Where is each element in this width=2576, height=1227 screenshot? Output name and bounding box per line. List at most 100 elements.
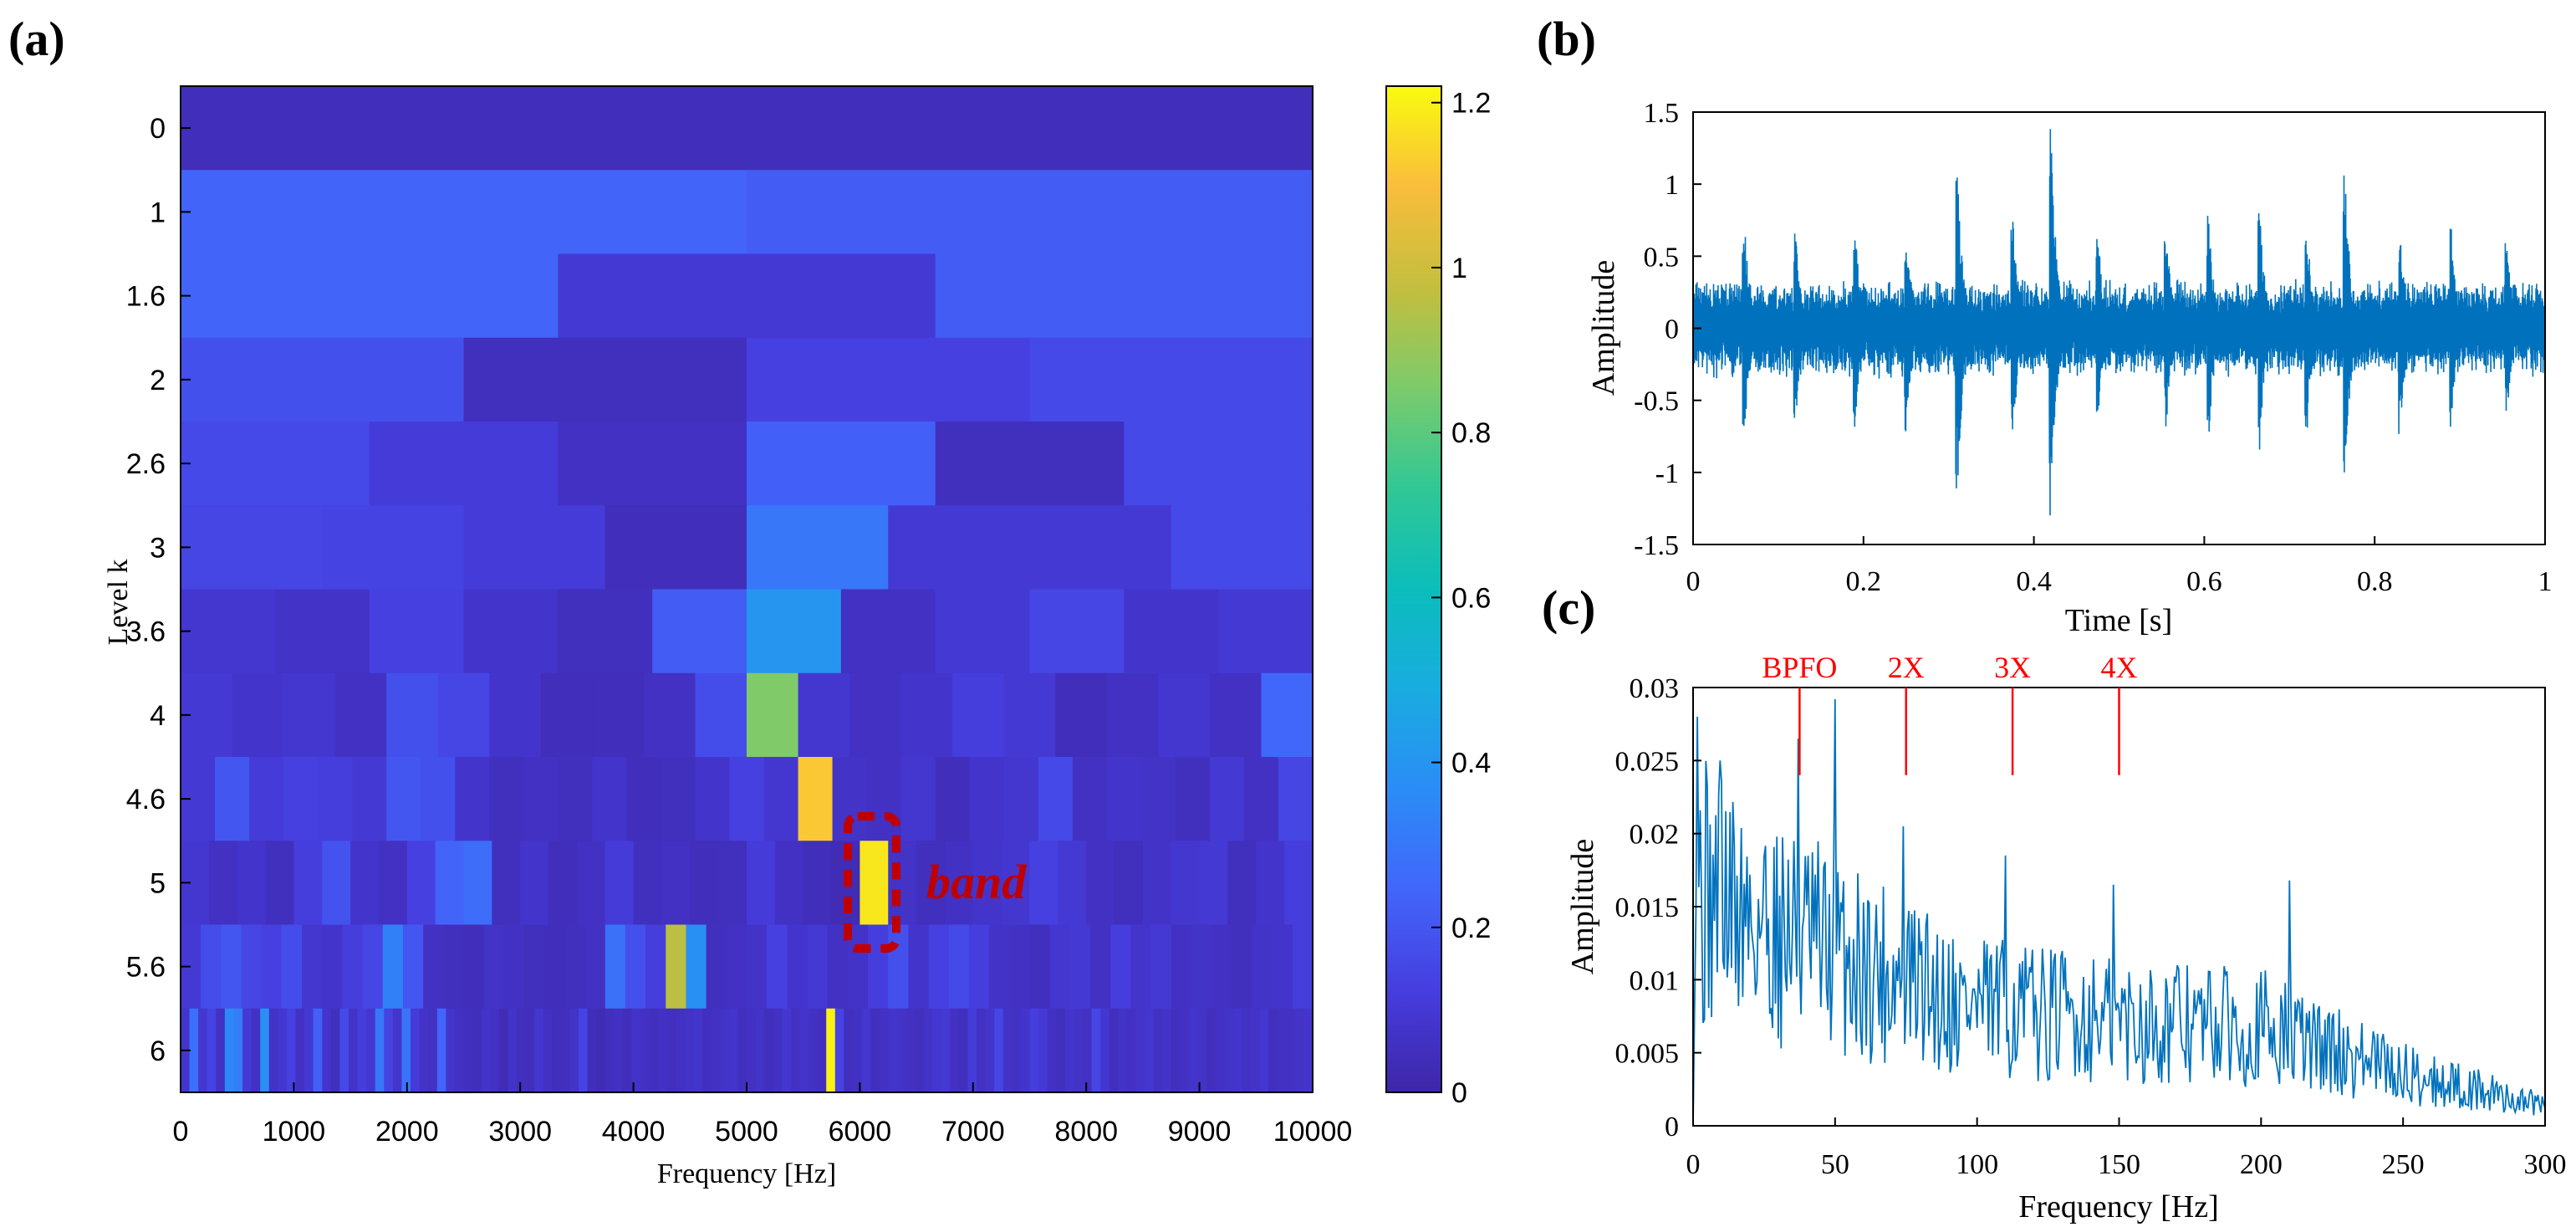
heatmap-cell [773,1008,783,1093]
heatmap-cell [201,924,222,1010]
heatmap-x-tick-label: 1000 [263,1116,326,1148]
heatmap-cell [684,1008,695,1093]
heatmap-cell [283,757,319,841]
heatmap-cell [790,1008,801,1093]
heatmap-cell [661,757,696,841]
heatmap-cell [729,757,765,841]
heatmap-cell [503,924,525,1010]
heatmap-cell [935,589,1031,674]
time-y-label: Amplitude [1586,260,1621,396]
spectrum-x-tick-label: 0 [1686,1149,1701,1180]
heatmap-cell [552,1008,562,1093]
heatmap-cell [1069,924,1091,1010]
heatmap-cell [224,1008,235,1093]
heatmap-cell [189,1008,199,1093]
heatmap-cell [587,1008,597,1093]
spectrum-x-tick-label: 250 [2382,1149,2425,1180]
heatmap-cell [868,924,889,1010]
heatmap-cell [640,1008,650,1093]
heatmap-cell [1252,924,1273,1010]
heatmap-cell [1064,1008,1074,1093]
heatmap-cell [967,1008,977,1093]
heatmap-cell [764,1008,774,1093]
heatmap-cells [181,86,1314,1093]
heatmap-cell [935,422,1125,506]
heatmap-cell [268,1008,278,1093]
heatmap-cell [755,1008,765,1093]
heatmap-y-tick-label: 2.6 [126,448,166,480]
colorbar-tick-label: 1 [1451,253,1467,284]
heatmap-x-tick-label: 0 [173,1116,189,1148]
heatmap-cell [693,1008,703,1093]
heatmap-cell [1209,672,1262,758]
heatmap-cell [1082,1008,1093,1093]
heatmap-cell [1206,1008,1217,1093]
heatmap-cell [524,924,545,1010]
heatmap-cell [604,841,635,926]
heatmap-x-ticks: 0 1000 2000 3000 4000 5000 6000 7000 8000 9000 100… [173,1082,1352,1148]
heatmap-cell [702,1008,712,1093]
heatmap-cell [1003,672,1056,758]
heatmap-cell [840,589,936,674]
heatmap-cell [249,757,284,841]
heatmap-cell [935,757,971,841]
heatmap-cell [870,1008,880,1093]
heatmap-cell [923,1008,933,1093]
heatmap-cell [386,757,421,841]
heatmap-cell [787,924,809,1010]
heatmap-cell [860,841,889,926]
heatmap-cell [508,1008,518,1093]
heatmap-cell [985,1008,995,1093]
heatmap-cell [181,505,323,590]
heatmap-cell [834,1008,844,1093]
heatmap-cell [1277,1008,1287,1093]
heatmap-cell [888,841,917,926]
spectrum-y-tick-label: 0.02 [1630,820,1680,851]
time-x-tick-label: 0.6 [2186,566,2222,597]
heatmap-cell [958,1008,969,1093]
fault-marker-label: 3X [1994,651,2031,684]
heatmap-cell [747,841,776,926]
heatmap-cell [401,1008,411,1093]
time-y-tick-label: 0 [1665,314,1679,345]
spectrum-x-tick-label: 100 [1956,1149,1998,1180]
heatmap-cell [844,1008,854,1093]
heatmap-cell [941,1008,951,1093]
time-y-tick-label: -1.5 [1634,530,1679,561]
heatmap-cell [1012,1008,1022,1093]
heatmap-cell [1227,841,1257,926]
colorbar: 0 0.2 0.4 0.6 0.8 1 1.2 [1385,85,1491,1109]
time-x-tick-label: 0 [1686,566,1701,597]
heatmap-cell [1056,1008,1066,1093]
heatmap-cell [1153,1008,1163,1093]
spectrum-x-ticks: 0 50 100 150 200 250 300 [1686,1117,2567,1180]
heatmap-cell [1150,924,1172,1010]
heatmap-cell [935,253,1314,339]
heatmap-cell [1126,1008,1137,1093]
heatmap-y-ticks: 0 1 1.6 2 2.6 3 3.6 4 4.6 5 5.6 6 [126,113,191,1067]
fault-marker-label: 2X [1888,651,1925,684]
heatmap-cell [1286,1008,1296,1093]
heatmap-cell [1171,924,1192,1010]
heatmap-cell [421,757,456,841]
heatmap-cell [455,757,490,841]
heatmap-cell [643,672,696,758]
spectrum-y-tick-label: 0.005 [1615,1039,1680,1070]
heatmap-cell [737,1008,747,1093]
heatmap-cell [1047,1008,1057,1093]
heatmap-cell [369,589,465,674]
heatmap-cell [569,1008,579,1093]
heatmap-cell [1215,1008,1225,1093]
colorbar-ticks: 0 0.2 0.4 0.6 0.8 1 1.2 [1431,88,1491,1109]
heatmap-y-tick-label: 2 [150,365,166,396]
heatmap-cell [695,672,747,758]
heatmap-cell [208,841,238,926]
heatmap-cell [375,1008,385,1093]
heatmap-cell [334,672,387,758]
time-y-tick-label: 0.5 [1644,242,1680,273]
heatmap-cell [888,1008,898,1093]
heatmap-y-label: Level k [103,560,134,646]
heatmap-cell [1058,841,1087,926]
heatmap-y-tick-label: 5.6 [126,952,166,984]
